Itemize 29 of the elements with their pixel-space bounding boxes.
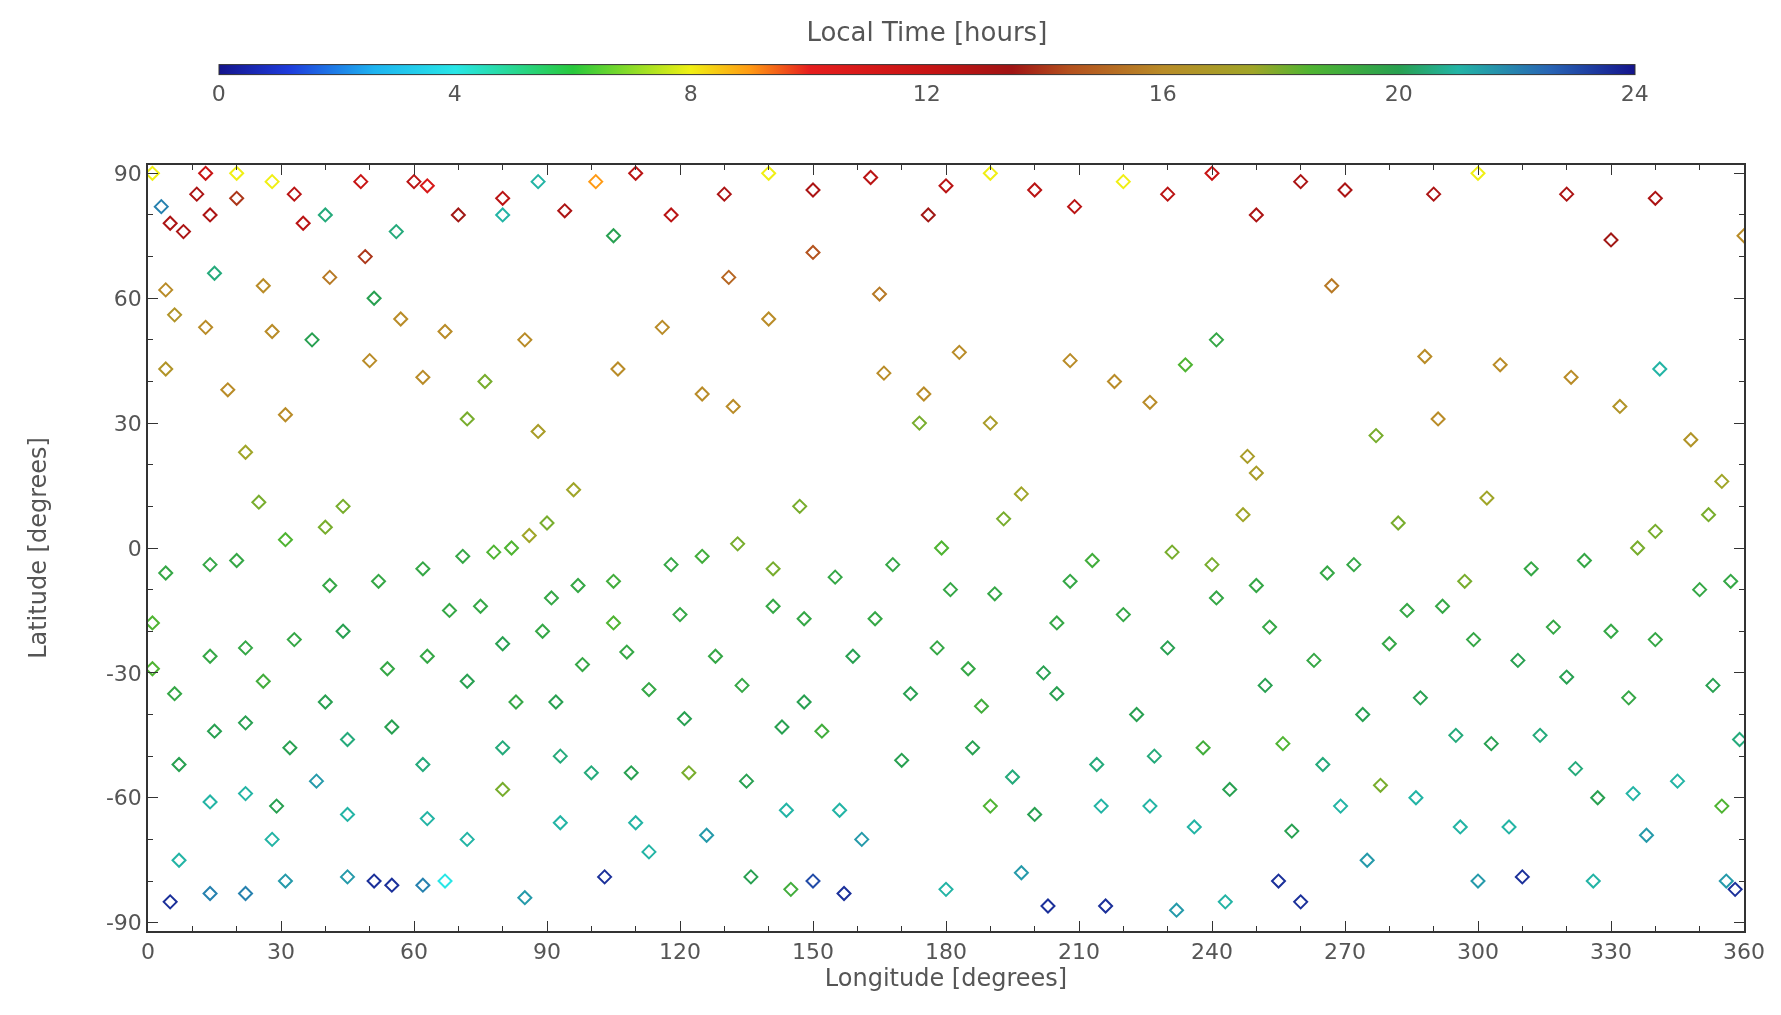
- x-tick-label: 270: [1324, 939, 1366, 965]
- x-tick-label: 30: [267, 939, 295, 965]
- y-tick-label: -30: [105, 660, 142, 686]
- color-bar-label: 16: [1148, 81, 1177, 106]
- x-tick-label: 360: [1723, 939, 1765, 965]
- y-tick-label: -90: [105, 910, 142, 936]
- x-tick-label: 90: [533, 939, 561, 965]
- color-bar-label: 0: [211, 81, 226, 106]
- x-tick-label: 60: [400, 939, 428, 965]
- color-bar-label: 8: [683, 81, 698, 106]
- y-tick-label: 0: [127, 535, 142, 561]
- x-tick-label: 330: [1590, 939, 1632, 965]
- y-tick-label: 90: [113, 161, 142, 187]
- color-bar-label: 4: [447, 81, 462, 106]
- y-tick-label: -60: [105, 785, 142, 811]
- color-bar-label: 12: [912, 81, 941, 106]
- x-tick-label: 300: [1457, 939, 1499, 965]
- x-tick-label: 150: [792, 939, 834, 965]
- x-tick-label: 210: [1058, 939, 1100, 965]
- x-tick-label: 180: [925, 939, 967, 965]
- color-bar-title: Local Time [hours]: [806, 16, 1048, 47]
- color-bar-label: 20: [1384, 81, 1413, 106]
- x-axis-title: Longitude [degrees]: [824, 964, 1068, 993]
- x-tick-label: 240: [1191, 939, 1233, 965]
- y-axis-title: Latitude [degrees]: [24, 437, 53, 659]
- x-tick-label: 120: [659, 939, 701, 965]
- y-tick-label: 30: [113, 410, 142, 436]
- y-tick-label: 60: [113, 285, 142, 311]
- color-bar-label: 24: [1620, 81, 1649, 106]
